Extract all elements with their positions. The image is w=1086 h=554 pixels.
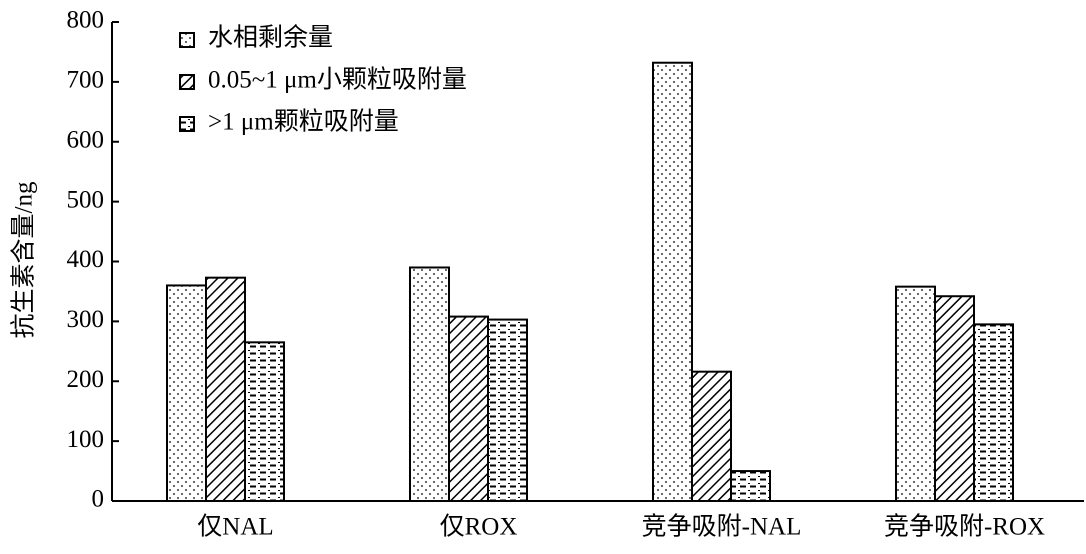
x-tick-label: 竞争吸附-NAL	[642, 513, 802, 541]
legend-swatch	[179, 74, 195, 90]
bar	[691, 370, 732, 503]
y-tick-label: 300	[67, 306, 105, 333]
y-tick-label: 800	[67, 7, 105, 34]
bar	[205, 276, 246, 503]
legend-swatch	[179, 116, 195, 132]
bar	[448, 315, 489, 502]
y-tick-label: 700	[67, 67, 105, 94]
y-tick-label: 400	[67, 246, 105, 273]
legend-label: 水相剩余量	[208, 24, 333, 52]
y-tick-label: 200	[67, 366, 105, 393]
y-tick-label: 500	[67, 186, 105, 213]
x-tick-label: 仅NAL	[197, 513, 273, 541]
x-tick-label: 仅ROX	[440, 513, 518, 541]
bar	[730, 470, 771, 502]
legend-swatch	[179, 32, 195, 48]
legend-label: >1 μm颗粒吸附量	[208, 108, 399, 136]
bar	[973, 323, 1014, 502]
bar	[409, 266, 450, 502]
y-tick-label: 100	[67, 426, 105, 453]
y-tick-label: 0	[92, 486, 105, 513]
bar	[487, 318, 528, 502]
y-axis-label: 抗生素含量/ng	[10, 181, 38, 338]
bar	[652, 61, 693, 503]
bar	[895, 285, 936, 502]
legend-label: 0.05~1 μm小颗粒吸附量	[208, 66, 467, 94]
bar	[244, 341, 285, 502]
y-tick-label: 600	[67, 126, 105, 153]
bar	[934, 295, 975, 503]
bar	[166, 284, 207, 503]
x-tick-label: 竞争吸附-ROX	[884, 513, 1045, 541]
